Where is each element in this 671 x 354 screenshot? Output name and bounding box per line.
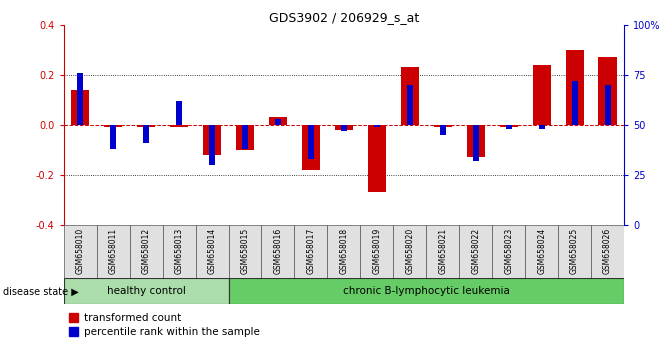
Text: GSM658026: GSM658026 [603,228,612,274]
FancyBboxPatch shape [493,225,525,278]
Text: GSM658016: GSM658016 [274,228,282,274]
FancyBboxPatch shape [295,225,327,278]
Legend: transformed count, percentile rank within the sample: transformed count, percentile rank withi… [69,313,260,337]
Bar [236,125,254,150]
Bar [605,85,611,125]
FancyBboxPatch shape [591,225,624,278]
Bar [176,101,182,125]
Bar [533,65,551,125]
Bar [407,85,413,125]
FancyBboxPatch shape [64,225,97,278]
Bar [71,90,89,125]
Bar [275,119,281,125]
Bar [440,125,446,135]
Bar [269,117,287,125]
Bar [104,125,122,127]
FancyBboxPatch shape [229,225,262,278]
FancyBboxPatch shape [130,225,162,278]
FancyBboxPatch shape [360,225,393,278]
Text: GSM658015: GSM658015 [240,228,250,274]
Bar [302,125,320,170]
FancyBboxPatch shape [64,278,229,304]
Text: healthy control: healthy control [107,286,186,296]
Title: GDS3902 / 206929_s_at: GDS3902 / 206929_s_at [269,11,419,24]
Bar [110,125,116,149]
Text: GSM658022: GSM658022 [471,228,480,274]
Text: chronic B-lymphocytic leukemia: chronic B-lymphocytic leukemia [343,286,510,296]
Bar [572,81,578,125]
Bar [401,67,419,125]
Text: GSM658013: GSM658013 [174,228,184,274]
Text: GSM658010: GSM658010 [76,228,85,274]
FancyBboxPatch shape [229,278,624,304]
Bar [374,125,380,127]
Bar [308,125,314,159]
FancyBboxPatch shape [426,225,459,278]
Text: GSM658019: GSM658019 [372,228,381,274]
Text: GSM658025: GSM658025 [570,228,579,274]
Text: GSM658023: GSM658023 [504,228,513,274]
Bar [599,57,617,125]
Text: GSM658011: GSM658011 [109,228,117,274]
Bar [500,125,518,127]
FancyBboxPatch shape [525,225,558,278]
FancyBboxPatch shape [459,225,493,278]
Text: GSM658020: GSM658020 [405,228,414,274]
FancyBboxPatch shape [162,225,195,278]
Bar [566,50,584,125]
FancyBboxPatch shape [195,225,229,278]
Text: GSM658012: GSM658012 [142,228,151,274]
FancyBboxPatch shape [393,225,426,278]
Bar [341,125,347,131]
Bar [466,125,484,157]
FancyBboxPatch shape [327,225,360,278]
Text: GSM658024: GSM658024 [537,228,546,274]
Bar [539,125,545,129]
Bar [335,125,353,130]
FancyBboxPatch shape [97,225,130,278]
FancyBboxPatch shape [262,225,295,278]
Bar [473,125,478,161]
Bar [137,125,155,127]
Bar [143,125,149,143]
Bar [203,125,221,155]
Bar [77,73,83,125]
Text: GSM658021: GSM658021 [438,228,448,274]
Text: GSM658018: GSM658018 [340,228,348,274]
FancyBboxPatch shape [558,225,591,278]
Bar [170,125,188,127]
Bar [433,125,452,127]
Bar [368,125,386,192]
Bar [506,125,512,129]
Bar [242,125,248,149]
Text: disease state ▶: disease state ▶ [3,287,79,297]
Text: GSM658014: GSM658014 [207,228,217,274]
Text: GSM658017: GSM658017 [307,228,315,274]
Bar [209,125,215,165]
